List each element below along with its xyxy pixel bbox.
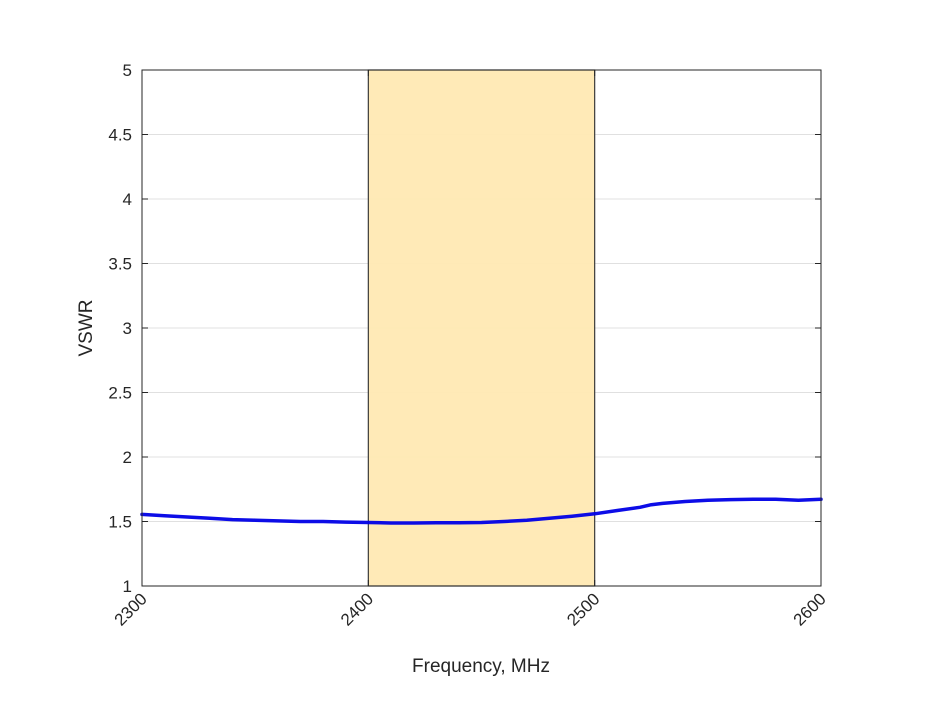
y-tick-label: 1 [123, 577, 132, 596]
x-tick-label: 2400 [337, 589, 377, 629]
y-tick-label: 2 [123, 448, 132, 467]
y-tick-label: 1.5 [108, 513, 132, 532]
plot-frame [141, 69, 822, 587]
y-tick-label: 2.5 [108, 384, 132, 403]
x-tick-label: 2600 [790, 589, 830, 629]
y-tick-label: 5 [123, 61, 132, 80]
x-tick-label: 2300 [111, 589, 151, 629]
highlight-band [367, 69, 596, 587]
x-tick-label: 2500 [563, 589, 603, 629]
y-tick-label: 4.5 [108, 126, 132, 145]
x-tick-labels: 2300 2400 2500 2600 [111, 589, 830, 629]
series-line-vswr [140, 497, 823, 525]
y-tick-labels: 1 1.5 2 2.5 3 3.5 4 4.5 5 [108, 61, 132, 596]
y-tick-label: 4 [123, 190, 132, 209]
y-axis-label: VSWR [76, 300, 97, 357]
x-axis-label: Frequency, MHz [412, 656, 550, 677]
y-tick-label: 3.5 [108, 255, 132, 274]
y-tick-label: 3 [123, 319, 132, 338]
